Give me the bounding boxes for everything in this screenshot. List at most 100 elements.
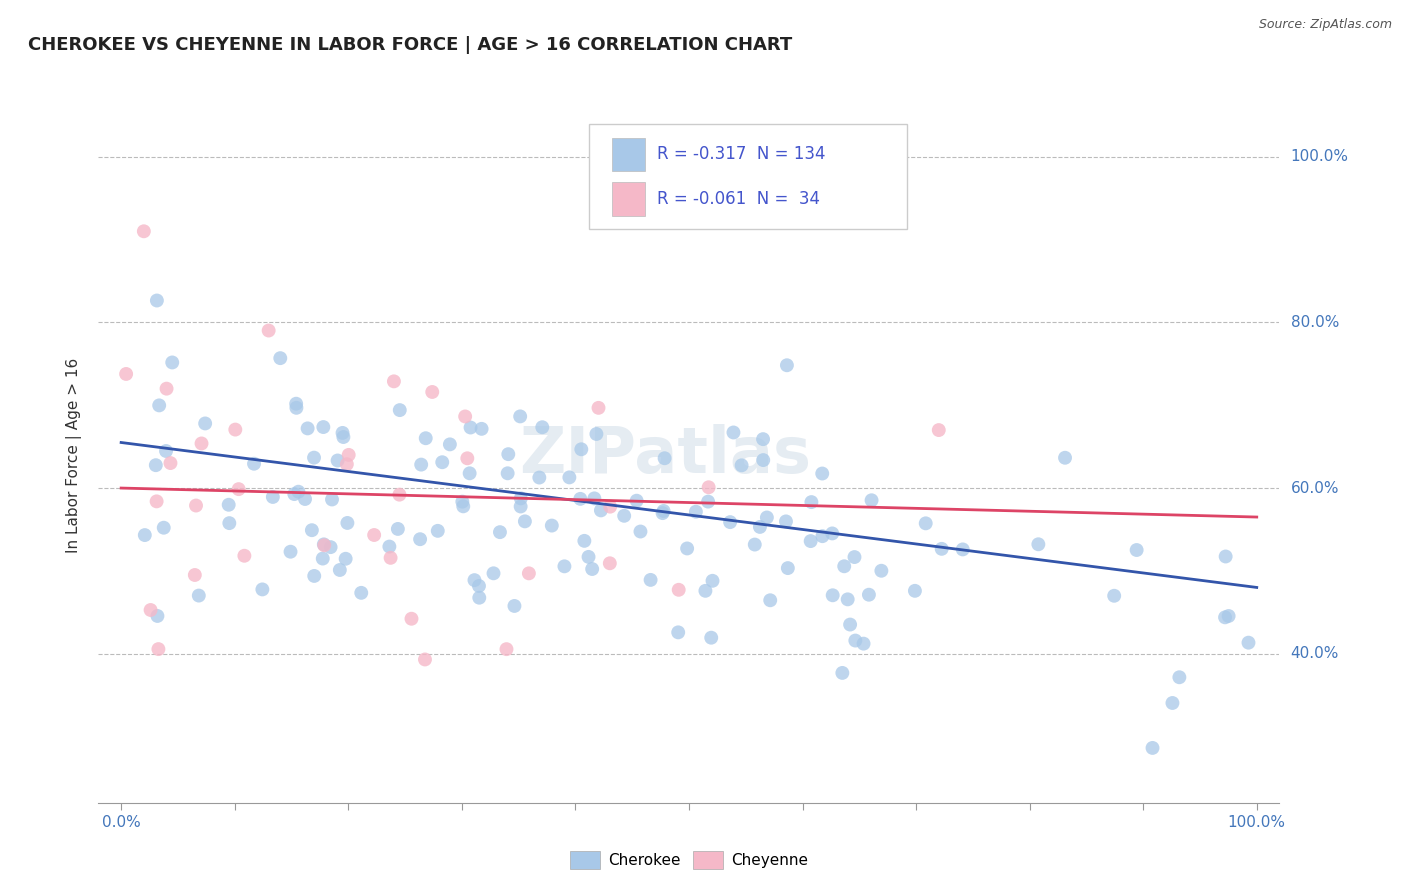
Text: CHEROKEE VS CHEYENNE IN LABOR FORCE | AGE > 16 CORRELATION CHART: CHEROKEE VS CHEYENNE IN LABOR FORCE | AG…: [28, 36, 793, 54]
Point: [218, 516, 240, 530]
Legend: Cherokee, Cheyenne: Cherokee, Cheyenne: [564, 846, 814, 875]
Point: [832, 559, 855, 574]
FancyBboxPatch shape: [589, 124, 907, 229]
Point: [509, 500, 531, 514]
Point: [697, 494, 720, 508]
Point: [460, 420, 482, 434]
Point: [146, 609, 169, 624]
Point: [489, 525, 512, 540]
Point: [676, 541, 699, 556]
Point: [651, 506, 673, 520]
Point: [162, 355, 184, 369]
Point: [332, 430, 354, 444]
Point: [294, 491, 316, 506]
Point: [139, 603, 162, 617]
Point: [540, 518, 562, 533]
Point: [585, 427, 607, 442]
Point: [666, 625, 689, 640]
Point: [155, 382, 177, 396]
Point: [1028, 537, 1050, 551]
Point: [800, 534, 823, 549]
Point: [748, 520, 770, 534]
Point: [439, 437, 461, 451]
Point: [928, 423, 950, 437]
Point: [755, 510, 778, 524]
Point: [652, 504, 675, 518]
Point: [287, 484, 309, 499]
Point: [588, 401, 610, 415]
Point: [115, 367, 138, 381]
Point: [132, 224, 155, 238]
Point: [752, 453, 775, 467]
Point: [931, 541, 953, 556]
Point: [1161, 696, 1184, 710]
Point: [134, 528, 156, 542]
Point: [811, 529, 834, 543]
Point: [569, 442, 592, 457]
Point: [482, 566, 505, 581]
Point: [495, 642, 517, 657]
Point: [599, 500, 621, 514]
Point: [775, 515, 797, 529]
Point: [302, 450, 325, 465]
Point: [581, 562, 603, 576]
Point: [218, 498, 240, 512]
Point: [283, 487, 305, 501]
Point: [382, 375, 405, 389]
Point: [184, 568, 207, 582]
Point: [776, 358, 799, 372]
Point: [553, 559, 575, 574]
Point: [329, 563, 352, 577]
Point: [350, 586, 373, 600]
Point: [146, 293, 169, 308]
Point: [583, 491, 606, 506]
Point: [321, 492, 343, 507]
Point: [262, 490, 284, 504]
Point: [148, 642, 170, 657]
Point: [411, 458, 433, 472]
Point: [811, 467, 834, 481]
Point: [233, 549, 256, 563]
Point: [326, 453, 349, 467]
Point: [821, 526, 844, 541]
Point: [509, 409, 531, 424]
Point: [569, 491, 592, 506]
Point: [336, 516, 359, 530]
Point: [860, 493, 883, 508]
Point: [184, 499, 207, 513]
Point: [1142, 740, 1164, 755]
Point: [509, 491, 531, 506]
Point: [451, 494, 474, 508]
Point: [401, 612, 423, 626]
Point: [471, 422, 494, 436]
Point: [852, 637, 875, 651]
Point: [723, 425, 745, 440]
Point: [578, 549, 600, 564]
Point: [496, 467, 519, 481]
Text: 100.0%: 100.0%: [1291, 149, 1348, 164]
Point: [413, 652, 436, 666]
Point: [145, 458, 167, 473]
Point: [387, 522, 409, 536]
Point: [695, 583, 717, 598]
Point: [844, 633, 866, 648]
Point: [380, 550, 402, 565]
Point: [1213, 610, 1236, 624]
Point: [454, 409, 477, 424]
Point: [194, 417, 217, 431]
Point: [228, 482, 250, 496]
Point: [155, 444, 177, 458]
Point: [513, 514, 536, 528]
Point: [148, 398, 170, 412]
Point: [839, 617, 862, 632]
Point: [285, 397, 308, 411]
Point: [730, 458, 752, 473]
Point: [312, 420, 335, 434]
Point: [700, 631, 723, 645]
Point: [589, 503, 612, 517]
Point: [451, 500, 474, 514]
Point: [844, 550, 866, 565]
Point: [697, 480, 720, 494]
Point: [420, 384, 443, 399]
Point: [285, 401, 308, 415]
